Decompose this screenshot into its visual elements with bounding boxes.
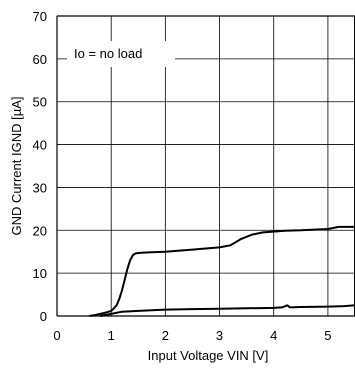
annotation-background	[67, 41, 175, 67]
y-tick-label: 0	[40, 309, 47, 324]
series-layer	[89, 225, 355, 317]
series-line-1	[89, 225, 355, 317]
x-axis-label: Input Voltage VIN [V]	[148, 348, 269, 363]
y-tick-label: 10	[33, 266, 47, 281]
y-tick-label: 50	[33, 95, 47, 110]
x-tick-label: 4	[270, 328, 277, 343]
annotation-text: Io = no load	[74, 46, 142, 61]
y-tick-label: 30	[33, 180, 47, 195]
x-tick-label: 0	[53, 328, 60, 343]
y-tick-label: 20	[33, 223, 47, 238]
x-tick-label: 3	[216, 328, 223, 343]
x-tick-label: 5	[324, 328, 331, 343]
y-tick-label: 70	[33, 9, 47, 24]
x-tick-label: 2	[162, 328, 169, 343]
series-line-2	[100, 304, 355, 317]
y-tick-label: 60	[33, 52, 47, 67]
x-tick-label: 1	[108, 328, 115, 343]
y-axis-label: GND Current IGND [µA]	[9, 97, 24, 236]
grid	[56, 15, 355, 317]
y-tick-label: 40	[33, 138, 47, 153]
